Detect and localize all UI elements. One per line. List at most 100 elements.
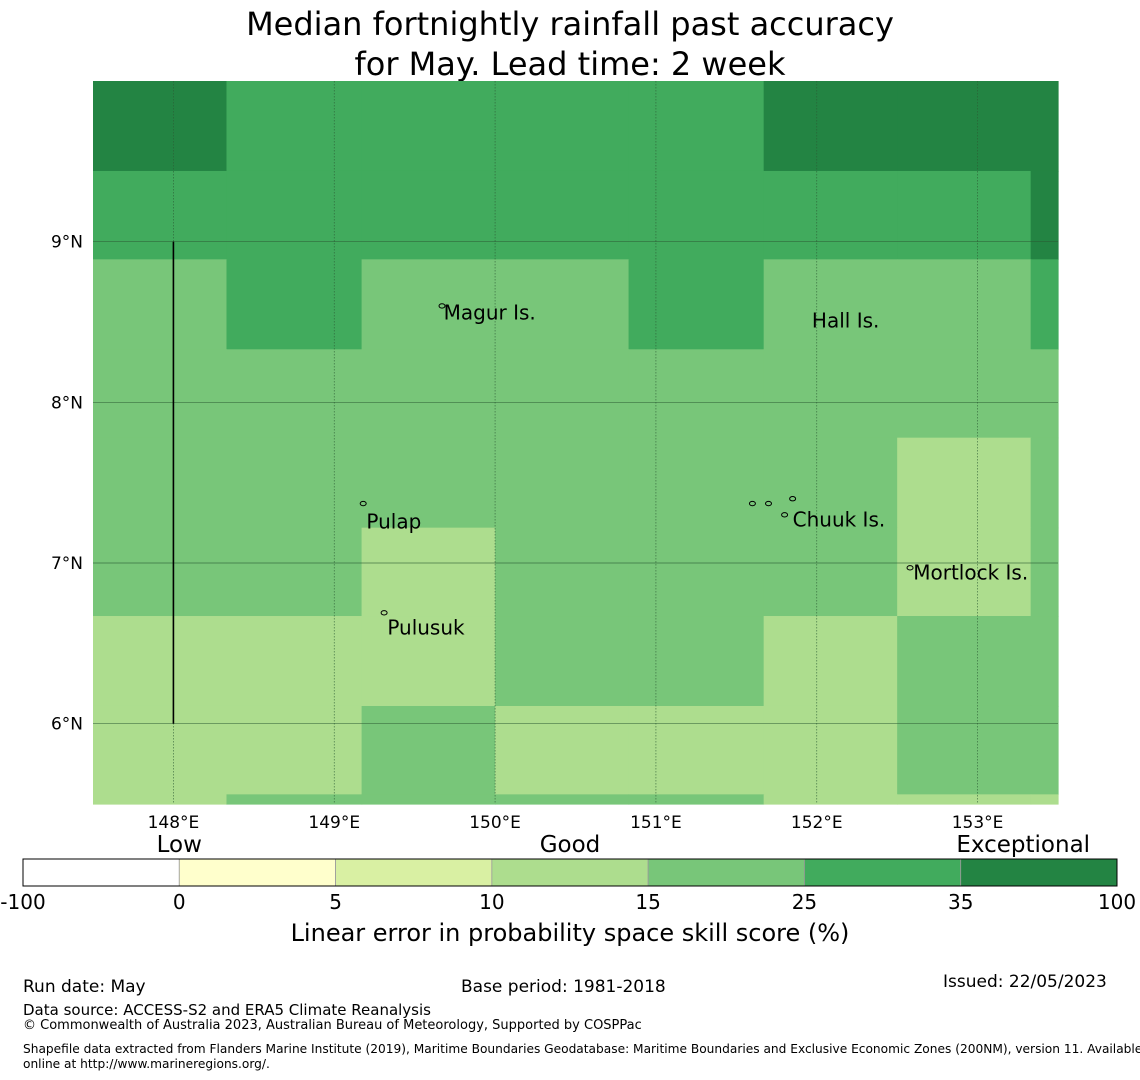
colorbar-tick-label: 25 xyxy=(792,890,817,914)
grid-cell xyxy=(763,259,898,350)
run-date: Run date: May xyxy=(23,977,146,997)
grid-cell xyxy=(628,81,765,172)
grid-cell xyxy=(1030,259,1059,350)
issued-date: Issued: 22/05/2023 xyxy=(943,972,1107,992)
place-label: Magur Is. xyxy=(444,300,536,324)
grid-cell xyxy=(495,616,630,707)
grid-cell xyxy=(628,616,765,707)
grid-cell xyxy=(897,259,1032,350)
grid-cell xyxy=(361,170,496,260)
grid-cell xyxy=(897,349,1032,439)
map-title-line1: Median fortnightly rainfall past accurac… xyxy=(246,5,894,43)
latitude-tick-label: 8°N xyxy=(51,393,83,413)
colorbar-tick-label: 100 xyxy=(1098,890,1136,914)
grid-cell xyxy=(1030,527,1059,617)
grid-cell xyxy=(226,259,363,350)
grid-cell xyxy=(226,794,363,805)
island-outline xyxy=(906,565,914,571)
grid-cell xyxy=(361,259,496,350)
colorbar-frame xyxy=(22,858,1118,887)
longitude-tick-label: 149°E xyxy=(308,813,360,833)
grid-cell xyxy=(1030,616,1059,707)
grid-cell xyxy=(495,259,630,350)
grid-cell xyxy=(495,527,630,617)
colorbar-bin xyxy=(22,858,180,887)
island-outline xyxy=(789,496,797,502)
grid-cell xyxy=(226,437,363,529)
skill-grid xyxy=(93,81,1059,805)
grid-cell xyxy=(763,527,898,617)
map-title-line2: for May. Lead time: 2 week xyxy=(354,45,786,83)
grid-cell xyxy=(361,616,496,707)
longitude-tick-label: 150°E xyxy=(469,813,521,833)
grid-cell xyxy=(361,437,496,529)
grid-cell xyxy=(495,437,630,529)
colorbar-bin xyxy=(335,858,493,887)
base-period: Base period: 1981-2018 xyxy=(461,977,666,997)
grid-cell xyxy=(1030,349,1059,439)
grid-cell xyxy=(897,170,1032,260)
grid-cell xyxy=(226,616,363,707)
grid-cell xyxy=(495,349,630,439)
grid-cell xyxy=(897,616,1032,707)
grid-cell xyxy=(628,437,765,529)
grid-cell xyxy=(628,349,765,439)
grid-cell xyxy=(495,81,630,172)
longitude-tick-label: 148°E xyxy=(148,813,200,833)
colorbar-category-label: Good xyxy=(540,832,601,858)
colorbar: -100 0 5 10 15 25 35 100 Low Good Exceptional Linea… xyxy=(0,832,1136,947)
place-label: Chuuk Is. xyxy=(793,508,886,532)
grid-cell xyxy=(628,794,765,805)
grid-cell xyxy=(93,705,228,795)
colorbar-tick-label: 35 xyxy=(948,890,973,914)
grid-cell xyxy=(1030,81,1059,172)
grid-cell xyxy=(897,437,1032,529)
place-label: Pulap xyxy=(366,509,421,533)
grid-cell xyxy=(93,527,228,617)
colorbar-category-label: Low xyxy=(157,832,202,858)
colorbar-bin xyxy=(647,858,805,887)
colorbar-tick-label: 10 xyxy=(479,890,504,914)
grid-cell xyxy=(226,81,363,172)
island-outline xyxy=(359,500,367,507)
colorbar-axis-label: Linear error in probability space skill … xyxy=(291,919,850,947)
grid-cell xyxy=(361,527,496,617)
colorbar-bin xyxy=(178,858,336,887)
colorbar-bin xyxy=(491,858,649,887)
grid-cell xyxy=(1030,437,1059,529)
data-source: Data source: ACCESS-S2 and ERA5 Climate … xyxy=(23,1001,431,1019)
grid-cell xyxy=(1030,794,1059,805)
grid-cell xyxy=(93,81,228,172)
longitude-ticks: 148°E 149°E 150°E 151°E 152°E 153°E xyxy=(148,813,1004,833)
grid-cell xyxy=(361,794,496,805)
colorbar-bin xyxy=(960,858,1118,887)
longitude-tick-label: 153°E xyxy=(952,813,1004,833)
grid-cell xyxy=(226,170,363,260)
grid-cell xyxy=(897,794,1032,805)
grid-cell xyxy=(763,349,898,439)
grid-cell xyxy=(361,81,496,172)
place-labels: Magur Is. Hall Is. Pulap Chuuk Is. Mortlock … xyxy=(366,300,1028,639)
shapefile-note-line1: Shapefile data extracted from Flanders M… xyxy=(23,1042,1140,1056)
map-figure: Magur Is. Hall Is. Pulap Chuuk Is. Mortlock … xyxy=(0,81,1136,947)
grid-cell xyxy=(1030,705,1059,795)
colorbar-tick-label: 0 xyxy=(173,890,186,914)
colorbar-tick-label: -100 xyxy=(0,890,45,914)
colorbar-tick-label: 5 xyxy=(329,890,342,914)
longitude-tick-label: 152°E xyxy=(791,813,843,833)
grid-cell xyxy=(628,170,765,260)
grid-cell xyxy=(93,349,228,439)
grid-cell xyxy=(93,437,228,529)
grid-cell xyxy=(93,259,228,350)
latitude-tick-label: 9°N xyxy=(51,233,83,253)
grid-cell xyxy=(897,527,1032,617)
grid-cell xyxy=(361,349,496,439)
grid-cell xyxy=(495,705,630,795)
latitude-ticks: 9°N 8°N 7°N 6°N xyxy=(51,233,83,735)
longitude-tick-label: 151°E xyxy=(630,813,682,833)
island-outline xyxy=(748,500,756,507)
grid-cell xyxy=(628,259,765,350)
place-label: Mortlock Is. xyxy=(913,561,1028,585)
grid-cell xyxy=(93,170,228,260)
island-outline xyxy=(781,512,789,518)
